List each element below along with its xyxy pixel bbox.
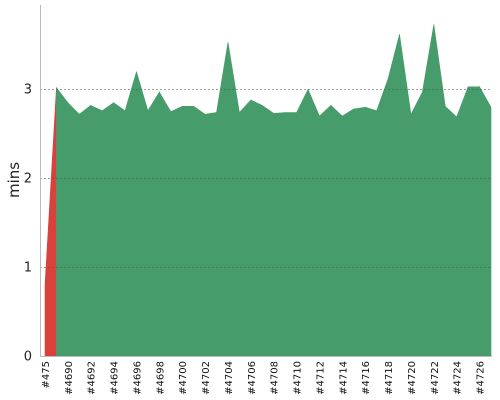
y-axis-title: mins — [5, 162, 23, 198]
area-segment-4702 — [204, 112, 217, 357]
area-segment-4705 — [239, 99, 252, 357]
x-tick-label: #4690 — [64, 361, 75, 395]
y-tick-label: 0 — [24, 350, 32, 365]
area-segment-4707 — [261, 104, 275, 357]
x-tick-label: #4720 — [407, 361, 418, 395]
x-tick-label: #4692 — [87, 361, 98, 395]
area-segment-4696 — [136, 71, 149, 357]
area-segment-4699 — [170, 105, 183, 357]
area-segment-4693 — [101, 102, 114, 357]
x-tick-label: #4702 — [201, 361, 212, 395]
area-segment-4689 — [56, 86, 69, 357]
x-tick-label: #475 — [41, 361, 52, 388]
area-segment-4690 — [67, 102, 80, 357]
area-segment-4724 — [456, 86, 469, 357]
area-segment-4716 — [364, 106, 377, 357]
area-segment-4725 — [467, 86, 480, 357]
x-tick-label: #4706 — [247, 361, 258, 395]
x-tick-label: #4708 — [270, 361, 281, 395]
area-segment-4703 — [216, 42, 229, 357]
y-tick-label: 1 — [24, 261, 32, 276]
area-segment-4692 — [90, 104, 103, 357]
area-segment-475 — [44, 87, 57, 357]
area-segment-4697 — [147, 91, 160, 357]
x-tick-label: #4704 — [224, 361, 235, 395]
area-segment-4720 — [410, 91, 423, 357]
x-tick-label: #4726 — [476, 361, 487, 395]
area-segment-4706 — [250, 99, 263, 357]
x-tick-label: #4694 — [110, 361, 121, 395]
area-segment-4714 — [342, 108, 355, 357]
axes — [40, 5, 492, 357]
y-tick-label: 3 — [24, 83, 32, 98]
gridlines — [40, 89, 492, 268]
area-segment-4694 — [113, 102, 126, 357]
x-tick-label: #4698 — [155, 361, 166, 395]
area-segment-4691 — [79, 104, 92, 357]
x-tick-label: #4716 — [361, 361, 372, 395]
area-segment-4718 — [387, 34, 400, 357]
area-segment-4721 — [422, 24, 435, 357]
area-segment-4709 — [284, 112, 297, 357]
area-segment-4710 — [296, 89, 309, 357]
area-segment-4713 — [330, 104, 343, 357]
area-layer — [44, 24, 492, 357]
area-segment-4715 — [353, 106, 366, 357]
area-segment-4726 — [479, 85, 492, 357]
area-segment-4722 — [433, 24, 446, 357]
area-segment-4723 — [444, 105, 457, 357]
area-segment-4698 — [159, 90, 172, 357]
x-tick-label: #4700 — [178, 361, 189, 395]
y-tick-label: 2 — [24, 172, 32, 187]
area-segment-4717 — [376, 78, 389, 357]
area-segment-4700 — [181, 106, 194, 357]
x-tick-labels: #475 #4690 #4692 #4694 #4696 #4698 #4700 #4702 #… — [41, 361, 487, 395]
x-tick-label: #4714 — [338, 361, 349, 395]
area-segment-4695 — [124, 71, 137, 357]
x-tick-label: #4710 — [293, 361, 304, 395]
x-tick-label: #4712 — [316, 361, 327, 395]
x-tick-label: #4718 — [384, 361, 395, 395]
area-segment-4712 — [319, 104, 332, 357]
area-segment-4711 — [307, 89, 320, 357]
y-tick-labels: 0 1 2 3 — [24, 83, 32, 365]
x-tick-label: #4722 — [430, 361, 441, 395]
area-segment-4701 — [193, 105, 206, 357]
x-tick-label: #4724 — [453, 361, 464, 395]
area-segment-4708 — [273, 112, 286, 357]
area-segment-4719 — [399, 34, 412, 357]
x-tick-label: #4696 — [133, 361, 144, 395]
